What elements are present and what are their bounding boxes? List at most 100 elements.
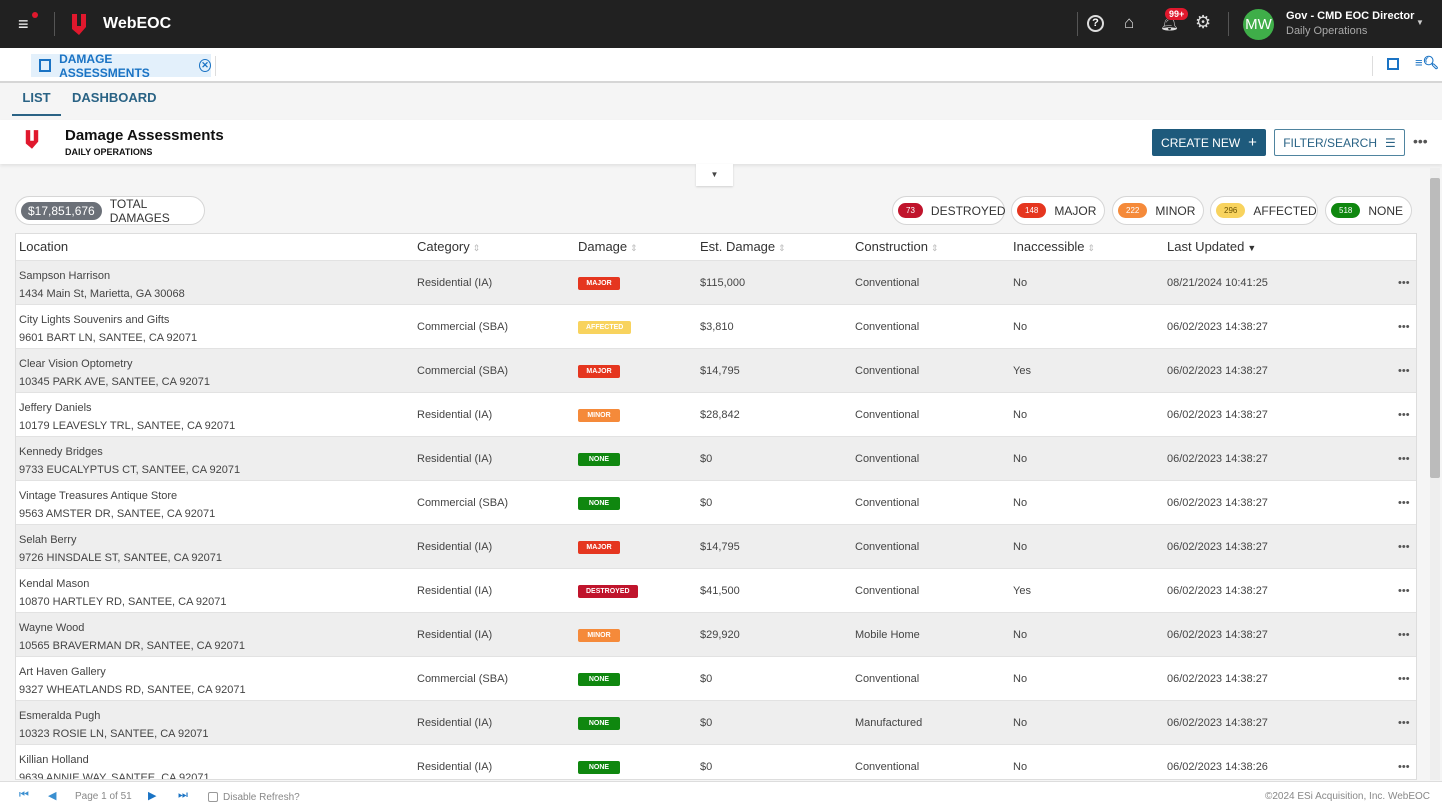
scrollbar[interactable] — [1430, 168, 1440, 780]
close-icon[interactable]: ✕ — [199, 59, 212, 72]
category: Residential (IA) — [417, 541, 493, 553]
inaccessible: No — [1013, 321, 1028, 333]
table-row[interactable]: City Lights Souvenirs and Gifts 9601 BART… — [16, 304, 1416, 348]
construction: Conventional — [855, 321, 920, 333]
first-page-icon[interactable]: ⏮ — [19, 789, 29, 801]
inaccessible: No — [1013, 497, 1028, 509]
est-damage: $29,920 — [700, 629, 740, 641]
table-row[interactable]: Killian Holland 9639 ANNIE WAY, SANTEE, C… — [16, 744, 1416, 779]
table-row[interactable]: Vintage Treasures Antique Store 9563 AMST… — [16, 480, 1416, 524]
column-header[interactable]: Construction ⇕ — [855, 234, 939, 260]
last-updated: 06/02/2023 14:38:27 — [1167, 717, 1268, 729]
tab-dashboard[interactable]: DASHBOARD — [72, 90, 157, 105]
column-header[interactable]: Est. Damage ⇕ — [700, 234, 786, 260]
table-row[interactable]: Art Haven Gallery 9327 WHEATLANDS RD, SAN… — [16, 656, 1416, 700]
construction: Conventional — [855, 277, 920, 289]
damage-badge: NONE — [578, 496, 620, 510]
page-title: Damage Assessments — [65, 127, 224, 144]
category: Residential (IA) — [417, 629, 493, 641]
more-options-icon[interactable]: ••• — [1413, 133, 1428, 149]
construction: Conventional — [855, 497, 920, 509]
table-row[interactable]: Esmeralda Pugh 10323 ROSIE LN, SANTEE, CA… — [16, 700, 1416, 744]
summary-filter-affected[interactable]: 296 AFFECTED — [1210, 196, 1318, 225]
table-row[interactable]: Wayne Wood 10565 BRAVERMAN DR, SANTEE, CA… — [16, 612, 1416, 656]
disable-refresh-label: Disable Refresh? — [223, 792, 300, 803]
row-more-icon[interactable]: ••• — [1398, 717, 1410, 729]
summary-filter-minor[interactable]: 222 MINOR — [1112, 196, 1204, 225]
row-more-icon[interactable]: ••• — [1398, 321, 1410, 333]
row-more-icon[interactable]: ••• — [1398, 453, 1410, 465]
location-address: 10870 HARTLEY RD, SANTEE, CA 92071 — [19, 596, 227, 608]
row-more-icon[interactable]: ••• — [1398, 277, 1410, 289]
summary-filter-destroyed[interactable]: 73 DESTROYED — [892, 196, 1006, 225]
last-updated: 06/02/2023 14:38:27 — [1167, 497, 1268, 509]
column-header[interactable]: Inaccessible ⇕ — [1013, 234, 1095, 260]
row-more-icon[interactable]: ••• — [1398, 673, 1410, 685]
est-damage: $0 — [700, 497, 713, 509]
column-header[interactable]: Damage ⇕ — [578, 234, 638, 260]
avatar[interactable]: MW — [1243, 9, 1274, 40]
board-header: Damage Assessments DAILY OPERATIONS CREA… — [0, 120, 1442, 164]
damage-badge: DESTROYED — [578, 584, 638, 598]
tab-list[interactable]: LIST — [12, 90, 61, 116]
filter-search-button[interactable]: FILTER/SEARCH ☰ — [1274, 129, 1405, 156]
row-more-icon[interactable]: ••• — [1398, 541, 1410, 553]
row-more-icon[interactable]: ••• — [1398, 761, 1410, 773]
row-more-icon[interactable]: ••• — [1398, 585, 1410, 597]
view-tabs: LIST DASHBOARD — [0, 84, 1442, 120]
open-tabs-bar: DAMAGE ASSESSMENTS ✕ ≡🔍︎ — [0, 48, 1442, 83]
category: Residential (IA) — [417, 453, 493, 465]
search-list-icon[interactable]: ≡🔍︎ — [1415, 55, 1440, 70]
column-label: Category — [417, 239, 470, 254]
construction: Conventional — [855, 409, 920, 421]
menu-icon[interactable]: ≡ — [18, 14, 29, 34]
help-icon[interactable]: ? — [1087, 15, 1104, 32]
last-updated: 06/02/2023 14:38:27 — [1167, 585, 1268, 597]
total-amount: $17,851,676 — [21, 201, 102, 220]
inaccessible: Yes — [1013, 365, 1031, 377]
total-damages: $17,851,676 TOTAL DAMAGES — [15, 196, 205, 225]
sort-icon: ⇕ — [778, 243, 786, 253]
summary-count: 518 — [1331, 203, 1361, 218]
location-address: 9601 BART LN, SANTEE, CA 92071 — [19, 332, 198, 344]
category: Residential (IA) — [417, 409, 493, 421]
column-header[interactable]: Category ⇕ — [417, 234, 480, 260]
location-name: Jeffery Daniels — [19, 402, 92, 414]
last-updated: 06/02/2023 14:38:27 — [1167, 673, 1268, 685]
damage-badge: MAJOR — [578, 540, 620, 554]
column-header[interactable]: Last Updated ▼ — [1167, 234, 1256, 260]
damage-badge: MAJOR — [578, 276, 620, 290]
table-row[interactable]: Jeffery Daniels 10179 LEAVESLY TRL, SANTE… — [16, 392, 1416, 436]
row-more-icon[interactable]: ••• — [1398, 365, 1410, 377]
table-row[interactable]: Sampson Harrison 1434 Main St, Marietta, … — [16, 260, 1416, 304]
inaccessible: No — [1013, 717, 1028, 729]
fullscreen-icon[interactable] — [1387, 58, 1399, 70]
summary-filter-none[interactable]: 518 NONE — [1325, 196, 1412, 225]
row-more-icon[interactable]: ••• — [1398, 629, 1410, 641]
sort-icon: ⇕ — [1087, 243, 1096, 253]
category: Commercial (SBA) — [417, 365, 509, 377]
collapse-toggle-button[interactable]: ▼ — [696, 164, 733, 186]
home-settings-icon[interactable]: ⌂ — [1124, 13, 1135, 32]
summary-filter-major[interactable]: 148 MAJOR — [1011, 196, 1105, 225]
plus-icon: + — [1248, 134, 1257, 151]
last-page-icon[interactable]: ⏭ — [178, 789, 188, 801]
table-row[interactable]: Kendal Mason 10870 HARTLEY RD, SANTEE, CA… — [16, 568, 1416, 612]
gear-icon[interactable]: ⚙ — [1195, 12, 1212, 32]
location-name: Kendal Mason — [19, 578, 90, 590]
table-row[interactable]: Clear Vision Optometry 10345 PARK AVE, SA… — [16, 348, 1416, 392]
user-menu-chevron-down-icon[interactable]: ▼ — [1416, 18, 1424, 27]
table-row[interactable]: Kennedy Bridges 9733 EUCALYPTUS CT, SANTE… — [16, 436, 1416, 480]
tab-damage-assessments[interactable]: DAMAGE ASSESSMENTS ✕ — [31, 52, 212, 80]
category: Commercial (SBA) — [417, 673, 509, 685]
disable-refresh-checkbox[interactable] — [208, 792, 218, 802]
summary-label: MAJOR — [1054, 203, 1097, 218]
previous-page-icon[interactable]: ◀ — [48, 790, 57, 802]
row-more-icon[interactable]: ••• — [1398, 497, 1410, 509]
column-label: Est. Damage — [700, 239, 776, 254]
row-more-icon[interactable]: ••• — [1398, 409, 1410, 421]
create-new-button[interactable]: CREATE NEW + — [1152, 129, 1266, 156]
table-row[interactable]: Selah Berry 9726 HINSDALE ST, SANTEE, CA … — [16, 524, 1416, 568]
location-name: Kennedy Bridges — [19, 446, 103, 458]
next-page-icon[interactable]: ▶ — [148, 790, 157, 802]
